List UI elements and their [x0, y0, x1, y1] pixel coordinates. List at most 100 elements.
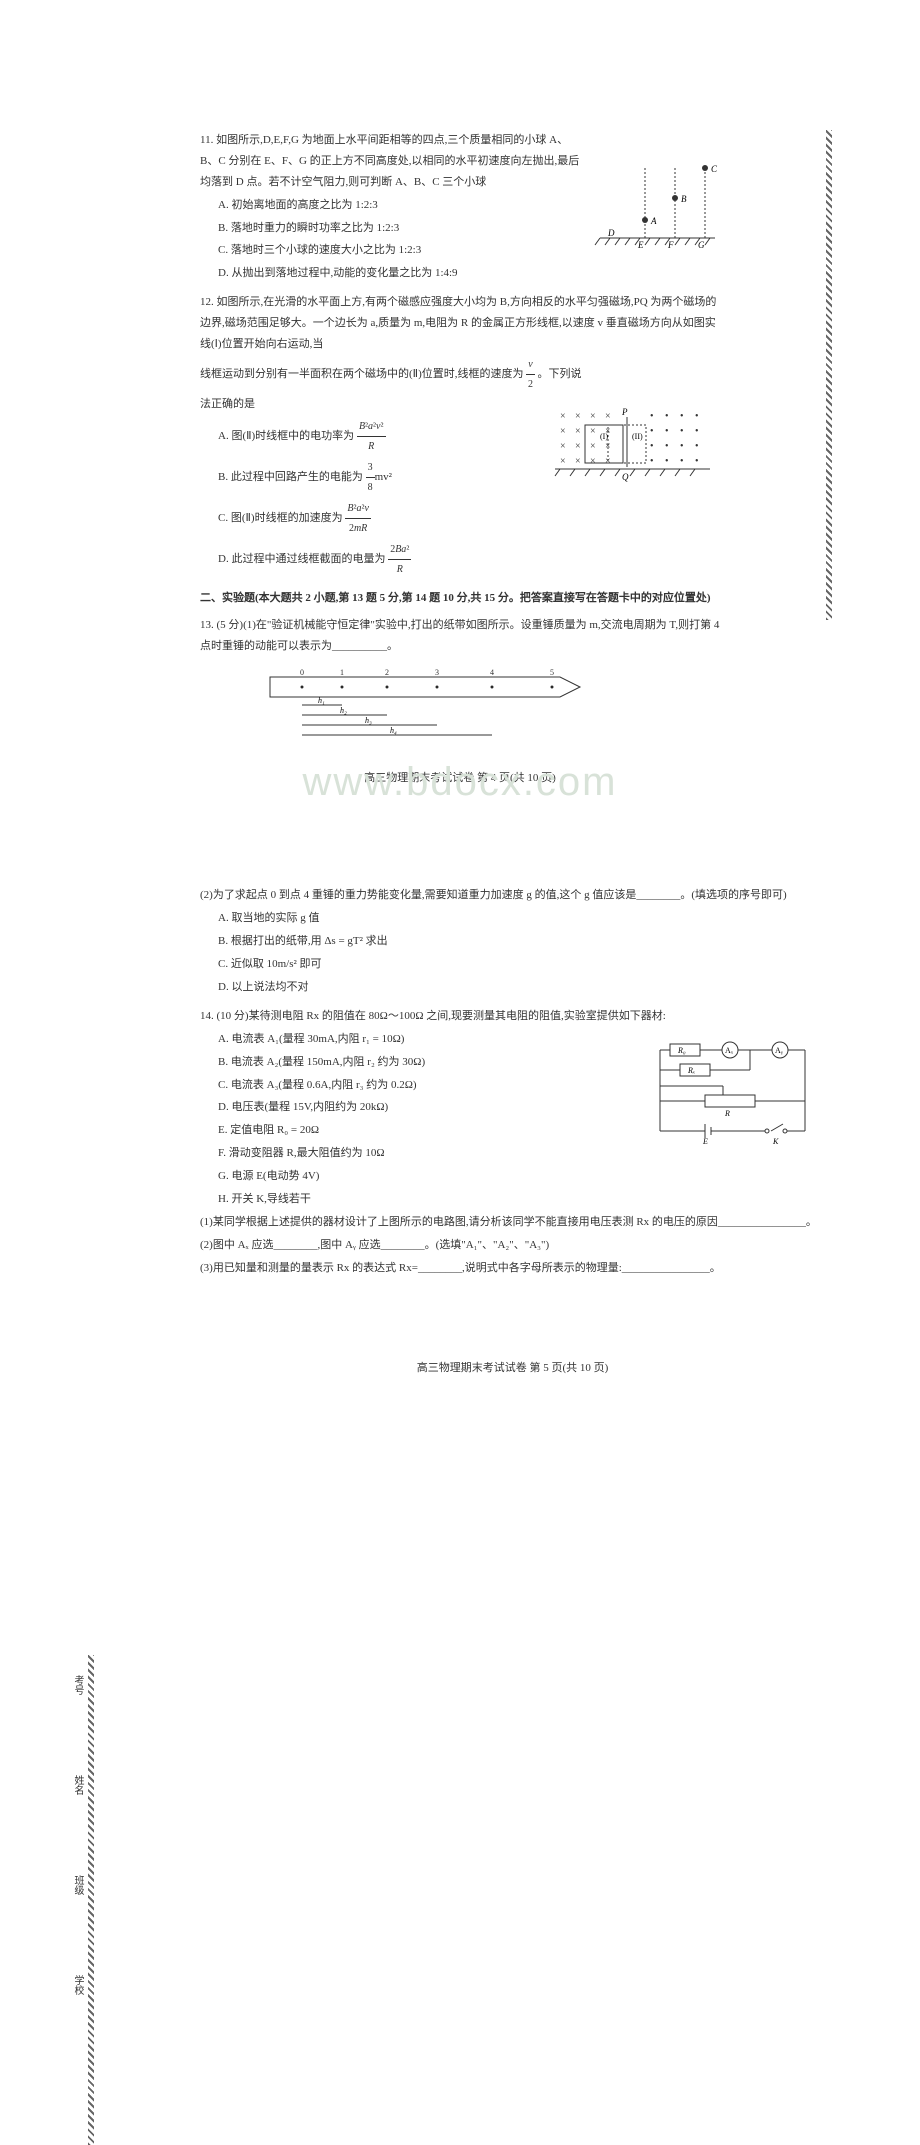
- svg-text:•: •: [695, 426, 699, 437]
- q11-text: 如图所示,D,E,F,G 为地面上水平间距相等的四点,三个质量相同的小球 A、B…: [200, 134, 579, 188]
- q12-text1: 如图所示,在光滑的水平面上方,有两个磁感应强度大小均为 B,方向相反的水平匀强磁…: [200, 296, 716, 350]
- q13-num: 13.: [200, 619, 214, 631]
- q14-sub3: (3)用已知量和测量的量表示 Rx 的表达式 Rx=________,说明式中各…: [200, 1258, 825, 1279]
- q11-optD: D. 从抛出到落地过程中,动能的变化量之比为 1:4:9: [218, 263, 720, 284]
- q12-frac-v2: v2: [526, 355, 534, 394]
- svg-text:×: ×: [605, 441, 611, 452]
- svg-text:×: ×: [590, 411, 596, 422]
- svg-text:E: E: [637, 240, 644, 248]
- q14-optC: C. 电流表 A₃(量程 0.6A,内阻 r₃ 约为 0.2Ω): [218, 1075, 530, 1096]
- svg-text:5: 5: [550, 668, 554, 677]
- svg-text:•: •: [665, 441, 669, 452]
- q14-optA: A. 电流表 A₁(量程 30mA,内阻 r₁ = 10Ω): [218, 1029, 530, 1050]
- section2-title: 二、实验题(本大题共 2 小题,第 13 题 5 分,第 14 题 10 分,共…: [200, 589, 720, 605]
- svg-text:0: 0: [300, 668, 304, 677]
- label-examid: 考号: [70, 1675, 85, 1695]
- label-school: 学校: [70, 1975, 85, 1995]
- svg-text:R₀: R₀: [677, 1046, 686, 1055]
- q12-optD-pre: D. 此过程中通过线框截面的电量为: [218, 553, 385, 565]
- q12-num: 12.: [200, 296, 214, 308]
- page5-footer: 高三物理期末考试试卷 第 5 页(共 10 页): [200, 1359, 825, 1375]
- svg-text:C: C: [711, 164, 718, 174]
- svg-text:Aᵧ: Aᵧ: [775, 1046, 784, 1055]
- q14-optH: H. 开关 K,导线若干: [218, 1189, 530, 1210]
- svg-text:D: D: [607, 228, 615, 238]
- q11-num: 11.: [200, 134, 213, 146]
- q12-optC-pre: C. 图(Ⅱ)时线框的加速度为: [218, 512, 343, 524]
- label-class: 班级: [70, 1875, 85, 1895]
- svg-text:•: •: [680, 426, 684, 437]
- svg-text:•: •: [650, 426, 654, 437]
- q14-sub2: (2)图中 Aₓ 应选________,图中 Aᵧ 应选________。(选填…: [200, 1235, 825, 1256]
- q12-text2: 线框运动到分别有一半面积在两个磁场中的(Ⅱ)位置时,线框的速度为: [200, 368, 524, 380]
- svg-text:•: •: [665, 456, 669, 467]
- q12-figure: ×××× ×××× ×××× ×××× •••• •••• •••• •••• …: [550, 407, 720, 490]
- q12-optB-pre: B. 此过程中回路产生的电能为: [218, 471, 363, 483]
- svg-text:•: •: [695, 411, 699, 422]
- svg-text:h₄: h₄: [390, 726, 397, 735]
- q13-2-optD: D. 以上说法均不对: [218, 977, 825, 998]
- vertical-labels: 考号 姓名 班级 学校: [70, 1675, 100, 2075]
- svg-text:B: B: [681, 194, 687, 204]
- q14-optD: D. 电压表(量程 15V,内阻约为 20kΩ): [218, 1097, 530, 1118]
- page-4: 11. 如图所示,D,E,F,G 为地面上水平间距相等的四点,三个质量相同的小球…: [0, 0, 920, 825]
- svg-text:Rₓ: Rₓ: [687, 1066, 695, 1075]
- question-14: 14. (10 分)某待测电阻 Rx 的阻值在 80Ω～100Ω 之间,现要测量…: [200, 1006, 825, 1279]
- svg-text:×: ×: [560, 426, 566, 437]
- q12-text3: 。下列说: [537, 368, 581, 380]
- q12-optB: B. 此过程中回路产生的电能为 38mv²: [218, 458, 520, 497]
- svg-text:R: R: [724, 1109, 730, 1118]
- label-name: 姓名: [70, 1775, 85, 1795]
- binding-edge-right: [826, 130, 832, 620]
- svg-text:G: G: [698, 240, 705, 248]
- svg-text:F: F: [667, 240, 674, 248]
- svg-text:×: ×: [560, 411, 566, 422]
- svg-text:•: •: [650, 441, 654, 452]
- svg-text:×: ×: [590, 441, 596, 452]
- svg-text:×: ×: [560, 456, 566, 467]
- q14-optF: F. 滑动变阻器 R,最大阻值约为 10Ω: [218, 1143, 530, 1164]
- q12-optA: A. 图(Ⅱ)时线框中的电功率为 B²a²v²R: [218, 417, 520, 456]
- svg-text:•: •: [650, 411, 654, 422]
- svg-text:×: ×: [590, 456, 596, 467]
- svg-text:Q: Q: [622, 472, 629, 482]
- svg-text:×: ×: [575, 426, 581, 437]
- q14-text: (10 分)某待测电阻 Rx 的阻值在 80Ω～100Ω 之间,现要测量其电阻的…: [217, 1010, 666, 1022]
- svg-text:h₁: h₁: [318, 696, 325, 705]
- svg-text:•: •: [680, 441, 684, 452]
- svg-text:h₃: h₃: [365, 716, 372, 725]
- svg-text:(II): (II): [632, 432, 643, 441]
- svg-text:•: •: [665, 426, 669, 437]
- svg-text:E: E: [702, 1137, 708, 1146]
- q12-optB-post: mv²: [375, 471, 392, 483]
- svg-text:×: ×: [575, 411, 581, 422]
- q13-2-optC: C. 近似取 10m/s² 即可: [218, 954, 825, 975]
- question-11: 11. 如图所示,D,E,F,G 为地面上水平间距相等的四点,三个质量相同的小球…: [200, 130, 720, 284]
- watermark: www.bdocx.com: [303, 760, 618, 805]
- question-13: 13. (5 分)(1)在"验证机械能守恒定律"实验中,打出的纸带如图所示。设重…: [200, 615, 720, 750]
- svg-text:×: ×: [590, 426, 596, 437]
- svg-text:1: 1: [340, 668, 344, 677]
- q13-2-text: (2)为了求起点 0 到点 4 重锤的重力势能变化量,需要知道重力加速度 g 的…: [200, 885, 825, 906]
- svg-text:A: A: [650, 216, 657, 226]
- svg-text:•: •: [680, 456, 684, 467]
- svg-text:4: 4: [490, 668, 494, 677]
- svg-text:h₂: h₂: [340, 706, 347, 715]
- q11-figure: A B C D E F G: [590, 158, 720, 256]
- svg-text:•: •: [650, 456, 654, 467]
- svg-text:(I): (I): [600, 432, 608, 441]
- question-12: 12. 如图所示,在光滑的水平面上方,有两个磁感应强度大小均为 B,方向相反的水…: [200, 292, 720, 579]
- svg-text:Aₓ: Aₓ: [725, 1046, 734, 1055]
- svg-text:×: ×: [605, 456, 611, 467]
- svg-text:•: •: [680, 411, 684, 422]
- svg-text:×: ×: [575, 456, 581, 467]
- q12-optD: D. 此过程中通过线框截面的电量为 2Ba²R: [218, 540, 520, 579]
- q14-optG: G. 电源 E(电动势 4V): [218, 1166, 530, 1187]
- svg-text:•: •: [695, 441, 699, 452]
- svg-text:•: •: [665, 411, 669, 422]
- svg-text:3: 3: [435, 668, 439, 677]
- q14-sub1: (1)某同学根据上述提供的器材设计了上图所示的电路图,请分析该同学不能直接用电压…: [200, 1212, 825, 1233]
- svg-text:•: •: [695, 456, 699, 467]
- svg-text:×: ×: [605, 411, 611, 422]
- q14-num: 14.: [200, 1010, 214, 1022]
